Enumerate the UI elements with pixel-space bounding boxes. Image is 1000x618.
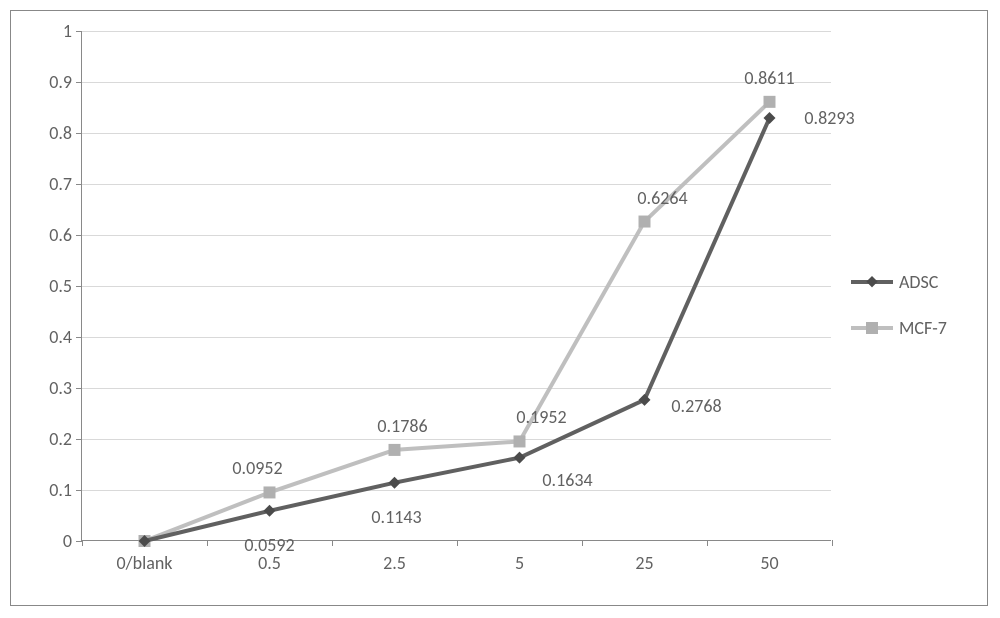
- x-tick-mark: [707, 540, 708, 546]
- gridline: [82, 490, 831, 491]
- y-tick-label: 0.5: [49, 275, 82, 297]
- data-label: 0.6264: [637, 187, 687, 209]
- x-tick-label: 0/blank: [117, 540, 173, 574]
- y-tick-label: 0.8: [49, 122, 82, 144]
- x-tick-label: 2.5: [383, 540, 406, 574]
- y-tick-label: 0.1: [49, 479, 82, 501]
- y-tick-label: 0.9: [49, 71, 82, 93]
- x-tick-mark: [332, 540, 333, 546]
- gridline: [82, 286, 831, 287]
- plot-area: 00.10.20.30.40.50.60.70.80.910/blank0.52…: [81, 31, 831, 541]
- legend-swatch: [851, 322, 893, 334]
- y-tick-label: 0.2: [49, 428, 82, 450]
- x-tick-label: 5: [515, 540, 524, 574]
- data-label: 0.1952: [516, 406, 566, 428]
- y-tick-label: 1: [63, 20, 82, 42]
- data-label: 0.1143: [371, 506, 421, 528]
- data-label: 0.1786: [377, 415, 427, 437]
- x-tick-mark: [832, 540, 833, 546]
- legend-swatch: [851, 276, 893, 288]
- data-label: 0.1634: [542, 469, 592, 491]
- y-tick-label: 0.6: [49, 224, 82, 246]
- data-label: 0.2768: [671, 395, 721, 417]
- legend-item-mcf-7: MCF-7: [851, 317, 947, 339]
- legend-label: ADSC: [899, 271, 938, 293]
- x-tick-label: 25: [635, 540, 653, 574]
- legend-item-adsc: ADSC: [851, 271, 947, 293]
- x-tick-mark: [82, 540, 83, 546]
- x-tick-mark: [582, 540, 583, 546]
- data-label: 0.8293: [804, 107, 854, 129]
- data-label: 0.8611: [744, 67, 794, 89]
- y-tick-label: 0.7: [49, 173, 82, 195]
- legend-label: MCF-7: [899, 317, 947, 339]
- x-tick-mark: [207, 540, 208, 546]
- legend: ADSC MCF-7: [851, 271, 947, 339]
- gridline: [82, 235, 831, 236]
- y-tick-label: 0.4: [49, 326, 82, 348]
- x-tick-label: 50: [760, 540, 778, 574]
- gridline: [82, 31, 831, 32]
- gridline: [82, 82, 831, 83]
- x-tick-mark: [457, 540, 458, 546]
- data-label: 0.0952: [232, 457, 282, 479]
- data-label: 0.0592: [244, 534, 294, 556]
- gridline: [82, 388, 831, 389]
- gridline: [82, 184, 831, 185]
- y-tick-label: 0.3: [49, 377, 82, 399]
- gridline: [82, 133, 831, 134]
- gridline: [82, 337, 831, 338]
- y-tick-label: 0: [63, 530, 82, 552]
- gridline: [82, 439, 831, 440]
- chart-frame: 00.10.20.30.40.50.60.70.80.910/blank0.52…: [10, 10, 988, 606]
